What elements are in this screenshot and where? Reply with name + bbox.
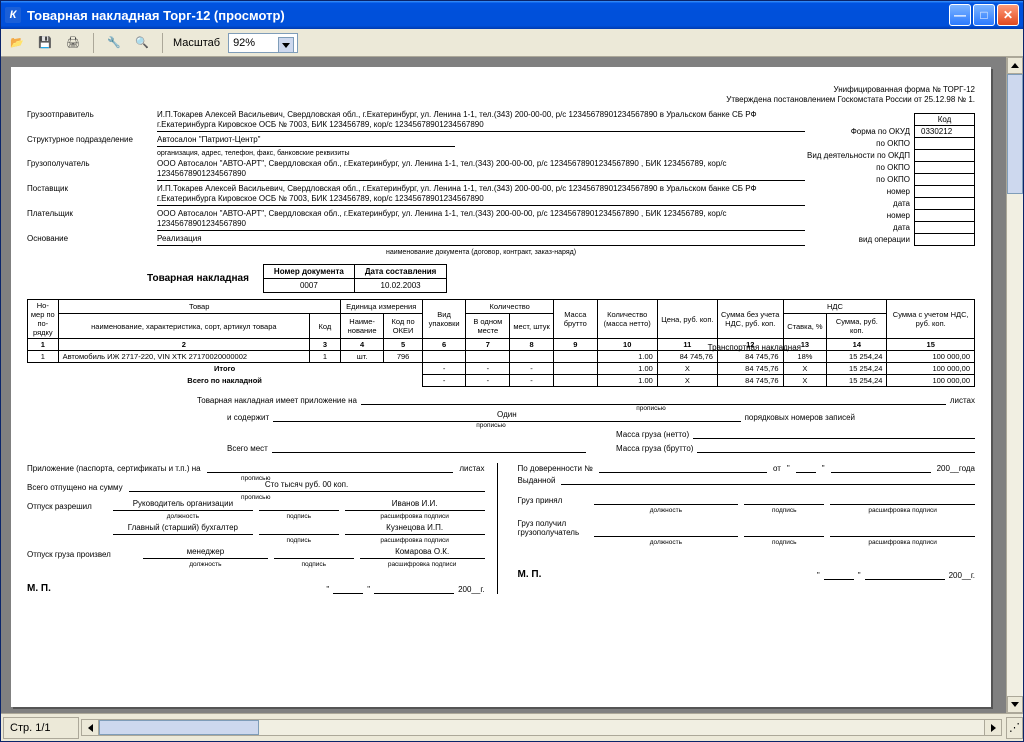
zoom-select[interactable]: 92% <box>228 33 298 53</box>
close-button[interactable]: ✕ <box>997 4 1019 26</box>
resize-grip[interactable]: ⋰ <box>1006 717 1023 739</box>
save-icon[interactable]: 💾 <box>35 33 55 53</box>
scroll-right-icon[interactable] <box>984 720 1001 735</box>
scroll-thumb[interactable] <box>1007 74 1023 194</box>
work-area: Унифицированная форма № ТОРГ-12 Утвержде… <box>1 57 1023 713</box>
goods-table: Но- мер по по- рядку Товар Единица измер… <box>27 299 975 387</box>
minimize-button[interactable]: — <box>949 4 971 26</box>
transport-label: Транспортная накладная <box>708 343 801 352</box>
find-icon[interactable]: 🔍 <box>132 33 152 53</box>
hscroll-thumb[interactable] <box>99 720 259 735</box>
window-title: Товарная накладная Торг-12 (просмотр) <box>27 8 285 23</box>
maximize-button[interactable]: □ <box>973 4 995 26</box>
appendix-lines: Товарная накладная имеет приложение нали… <box>27 395 975 457</box>
horizontal-scrollbar[interactable] <box>81 719 1002 736</box>
app-window: К Товарная накладная Торг-12 (просмотр) … <box>0 0 1024 742</box>
signatures: Приложение (паспорта, сертификаты и т.п.… <box>27 463 975 594</box>
zoom-label: Масштаб <box>173 37 220 49</box>
page-indicator: Стр. 1/1 <box>3 717 79 739</box>
title-bar: К Товарная накладная Торг-12 (просмотр) … <box>1 1 1023 29</box>
app-icon: К <box>5 7 21 23</box>
document-viewport[interactable]: Унифицированная форма № ТОРГ-12 Утвержде… <box>1 57 1006 713</box>
table-row: 1 Автомобиль ИЖ 2717-220, VIN XTK 271700… <box>28 351 975 363</box>
vertical-scrollbar[interactable] <box>1006 57 1023 713</box>
tool-icon[interactable]: 🔧 <box>104 33 124 53</box>
print-icon[interactable]: 🖨 <box>63 33 83 53</box>
scroll-up-icon[interactable] <box>1007 57 1023 74</box>
open-icon[interactable]: 📂 <box>7 33 27 53</box>
codes-table: Код Форма по ОКУД0330212 по ОКПО Вид дея… <box>801 113 975 246</box>
scroll-down-icon[interactable] <box>1007 696 1023 713</box>
uniform-header: Унифицированная форма № ТОРГ-12 Утвержде… <box>27 85 975 104</box>
status-bar: Стр. 1/1 ⋰ <box>1 713 1023 741</box>
scroll-left-icon[interactable] <box>82 720 99 735</box>
doc-number-block: Товарная накладная Номер документаДата с… <box>147 264 975 293</box>
page: Унифицированная форма № ТОРГ-12 Утвержде… <box>11 67 991 707</box>
toolbar: 📂 💾 🖨 🔧 🔍 Масштаб 92% <box>1 29 1023 57</box>
